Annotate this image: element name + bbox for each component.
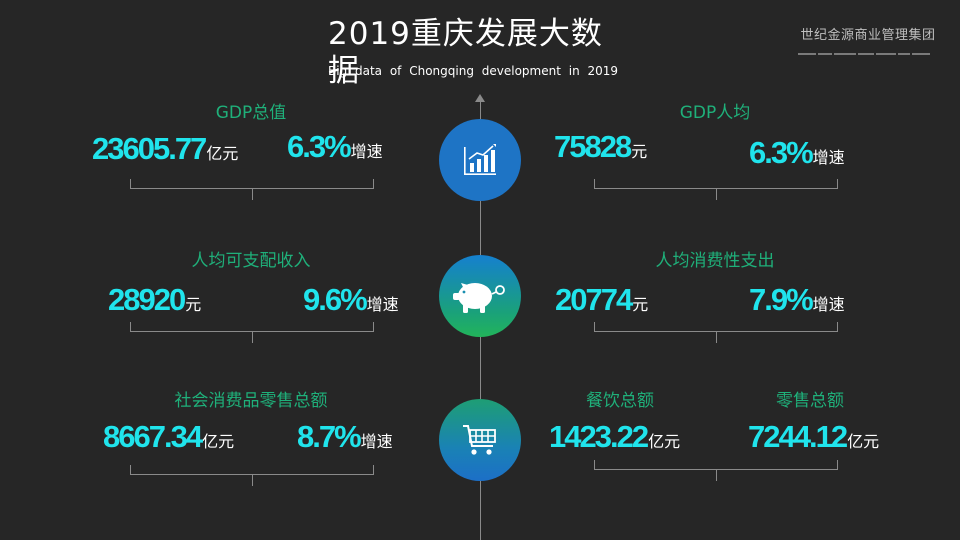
disposable-income-growth-unit: 增速 (366, 297, 399, 314)
consumption-spending-bracket (594, 322, 838, 343)
gdp-per-capita-bracket (594, 179, 838, 200)
gdp-total-label: GDP总值 (215, 103, 287, 123)
retail-total-growth-group: 8.7%增速 (297, 420, 393, 460)
retail-total-growth-unit: 增速 (360, 434, 393, 451)
catering-total-value-group: 1423.22亿元 (549, 420, 680, 460)
retail-sales-value: 7244.12 (748, 419, 848, 454)
catering-retail-bracket (594, 460, 838, 481)
consumption-spending-value: 20774 (555, 282, 633, 317)
gdp-total-bracket (130, 179, 374, 200)
catering-total-unit: 亿元 (648, 434, 681, 451)
retail-sales-unit: 亿元 (847, 434, 880, 451)
chart-icon-circle (439, 119, 521, 201)
retail-total-growth: 8.7% (297, 419, 362, 454)
cart-icon-circle (439, 399, 521, 481)
gdp-per-capita-unit: 元 (631, 144, 648, 161)
consumption-spending-growth: 7.9% (749, 282, 814, 317)
consumption-spending-label: 人均消费性支出 (655, 251, 775, 271)
disposable-income-growth: 9.6% (303, 282, 368, 317)
gdp-per-capita-label: GDP人均 (679, 103, 751, 123)
gdp-per-capita-value: 75828 (554, 129, 632, 164)
axis-arrow-icon (475, 94, 485, 102)
page-title: 2019重庆发展大数据 (328, 16, 603, 89)
gdp-total-value-group: 23605.77亿元 (92, 132, 238, 172)
retail-total-bracket (130, 465, 374, 486)
piggy-bank-icon (453, 281, 505, 313)
company-logo: 世纪金源商业管理集团 (800, 28, 936, 43)
disposable-income-growth-group: 9.6%增速 (303, 283, 399, 323)
gdp-total-growth-group: 6.3%增速 (287, 130, 383, 170)
gdp-per-capita-growth-unit: 增速 (812, 150, 845, 167)
catering-total-label: 餐饮总额 (586, 391, 654, 411)
consumption-spending-growth-unit: 增速 (812, 297, 845, 314)
consumption-spending-growth-group: 7.9%增速 (749, 283, 845, 323)
retail-sales-label: 零售总额 (776, 391, 844, 411)
consumption-spending-value-group: 20774元 (555, 283, 648, 323)
logo-underline (798, 40, 938, 55)
retail-total-value: 8667.34 (103, 419, 203, 454)
gdp-total-growth-unit: 增速 (350, 144, 383, 161)
retail-total-unit: 亿元 (202, 434, 235, 451)
gdp-total-value: 23605.77 (92, 131, 207, 166)
disposable-income-value: 28920 (108, 282, 186, 317)
gdp-per-capita-growth: 6.3% (749, 135, 814, 170)
retail-sales-value-group: 7244.12亿元 (748, 420, 879, 460)
disposable-income-unit: 元 (185, 297, 202, 314)
retail-total-label: 社会消费品零售总额 (174, 391, 328, 411)
gdp-total-growth: 6.3% (287, 129, 352, 164)
bar-chart-growth-icon (464, 144, 496, 175)
catering-total-value: 1423.22 (549, 419, 649, 454)
piggy-icon-circle (439, 255, 521, 337)
shopping-cart-icon (463, 425, 496, 455)
disposable-income-label: 人均可支配收入 (191, 251, 311, 271)
disposable-income-bracket (130, 322, 374, 343)
gdp-per-capita-value-group: 75828元 (554, 130, 647, 170)
page-subtitle: Big data of Chongqing development in 201… (328, 64, 619, 78)
retail-total-value-group: 8667.34亿元 (103, 420, 234, 460)
consumption-spending-unit: 元 (632, 297, 649, 314)
gdp-per-capita-growth-group: 6.3%增速 (749, 136, 845, 176)
gdp-total-unit: 亿元 (206, 146, 239, 163)
disposable-income-value-group: 28920元 (108, 283, 201, 323)
